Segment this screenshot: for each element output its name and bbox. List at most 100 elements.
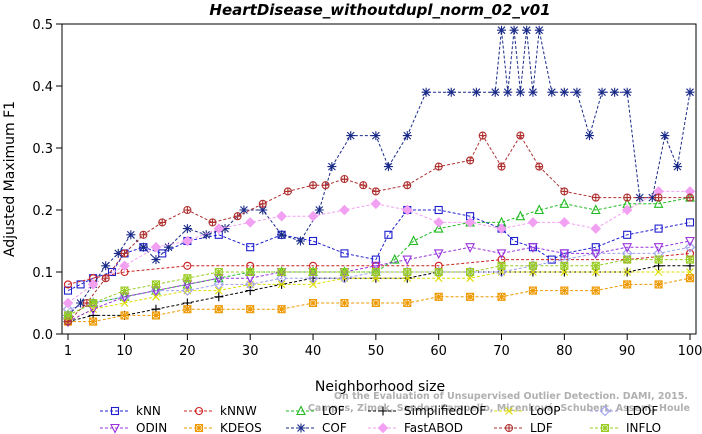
data-point-cof: [138, 242, 148, 252]
data-point-inflo: [89, 298, 98, 308]
data-point-inflo: [466, 267, 475, 277]
data-point-knn: [591, 243, 600, 252]
legend-item-cof: COF: [286, 421, 347, 434]
y-tick-label: 0.3: [32, 142, 53, 157]
legend-marker: [296, 423, 306, 433]
data-point-loop: [623, 268, 632, 276]
legend-label: KDEOS: [220, 421, 262, 434]
data-point-fastabod: [150, 241, 162, 253]
data-point-cof: [509, 25, 519, 35]
data-point-cof: [113, 248, 123, 258]
data-point-cof: [101, 261, 111, 271]
legend-label: INFLO: [626, 421, 661, 434]
data-point-lof: [433, 222, 444, 233]
data-point-cof: [622, 87, 632, 97]
legend-marker: [600, 423, 610, 433]
data-point-ldf: [101, 274, 110, 283]
data-point-knn: [76, 280, 85, 289]
legend-marker: [110, 423, 120, 434]
data-point-cof: [547, 87, 557, 97]
data-point-knn: [434, 205, 443, 215]
legend-item-lof: LOF: [286, 404, 345, 418]
series-line-odin: [67, 240, 691, 323]
data-point-ldf: [258, 199, 267, 208]
data-point-cof: [295, 236, 305, 246]
data-point-knn: [308, 236, 318, 246]
data-point-kdeos: [560, 286, 569, 295]
legend-item-ldf: LDF: [494, 421, 553, 434]
data-point-fastabod: [496, 223, 507, 234]
data-point-simplifiedlof: [245, 286, 255, 296]
legend-marker: [377, 422, 389, 434]
data-point-fastabod: [307, 210, 319, 222]
data-point-fastabod: [590, 223, 602, 234]
data-point-loop: [214, 286, 223, 295]
data-point-ldf: [321, 181, 330, 190]
data-point-knn: [654, 224, 663, 233]
data-point-kdeos: [340, 298, 349, 308]
data-point-ldof: [276, 272, 287, 284]
data-point-cof: [610, 87, 620, 97]
data-point-inflo: [340, 267, 349, 277]
data-point-ldf: [434, 162, 443, 171]
data-point-knn: [623, 230, 632, 239]
data-point-kdeos: [183, 305, 192, 314]
data-point-ldf: [158, 218, 167, 227]
data-point-inflo: [434, 267, 443, 277]
series-line-knnw: [67, 252, 691, 285]
legend-item-knnw: kNNW: [184, 404, 257, 418]
data-point-kdeos: [214, 305, 223, 314]
series-loop: [64, 268, 694, 326]
data-point-ldf: [478, 131, 487, 140]
data-point-knn: [685, 218, 695, 227]
legend-item-loop: LoOP: [494, 404, 561, 418]
data-point-cof: [314, 205, 324, 215]
data-point-odin: [402, 255, 413, 266]
data-point-inflo: [277, 267, 286, 277]
data-point-fastabod: [213, 223, 225, 234]
legend-item-knn: kNN: [100, 404, 161, 418]
data-point-kdeos: [120, 311, 129, 320]
data-point-inflo: [308, 267, 318, 277]
data-point-knn: [158, 249, 167, 258]
data-point-cof: [490, 87, 500, 97]
data-point-odin: [590, 249, 601, 260]
series-layer: [62, 25, 696, 328]
data-point-cof: [151, 255, 161, 265]
data-point-cof: [258, 205, 268, 215]
data-point-knn: [63, 286, 73, 295]
chart-title: HeartDisease_withoutdupl_norm_02_v01: [209, 1, 550, 19]
data-point-cof: [534, 25, 544, 35]
data-point-cof: [126, 230, 136, 240]
data-point-cof: [597, 87, 607, 97]
data-point-odin: [559, 249, 570, 260]
legend-label: LDF: [530, 421, 553, 434]
data-point-cof: [685, 87, 695, 97]
legend-item-fastabod: FastABOD: [368, 421, 463, 434]
legend-label: LDOF: [626, 404, 658, 418]
data-point-inflo: [591, 261, 600, 270]
y-axis: 0.0 0.1 0.2 0.3 0.4 0.5: [32, 18, 62, 343]
x-axis: 1 10 20 30 40 50 60 70 80 90 100: [64, 334, 702, 359]
data-point-ldf: [139, 230, 148, 239]
data-point-ldf: [340, 174, 349, 184]
data-point-kdeos: [371, 298, 380, 308]
data-point-lof: [389, 253, 400, 264]
legend-marker: [599, 405, 611, 417]
data-point-inflo: [183, 274, 192, 283]
data-point-inflo: [371, 267, 380, 277]
data-point-cof: [76, 298, 86, 308]
data-point-cof: [515, 87, 525, 97]
data-point-fastabod: [621, 204, 633, 216]
data-point-inflo: [151, 280, 161, 289]
data-point-cof: [471, 87, 481, 97]
x-tick-label: 20: [179, 344, 196, 359]
data-point-ldof: [339, 272, 350, 284]
data-point-inflo: [120, 286, 129, 295]
x-tick-label: 10: [116, 344, 133, 359]
data-point-ldof: [684, 241, 696, 253]
watermark-citation: On the Evaluation of Unsupervised Outlie…: [334, 391, 688, 402]
y-tick-label: 0.5: [32, 18, 53, 33]
legend-item-ldof: LDOF: [590, 404, 658, 418]
data-point-lof: [559, 198, 570, 208]
